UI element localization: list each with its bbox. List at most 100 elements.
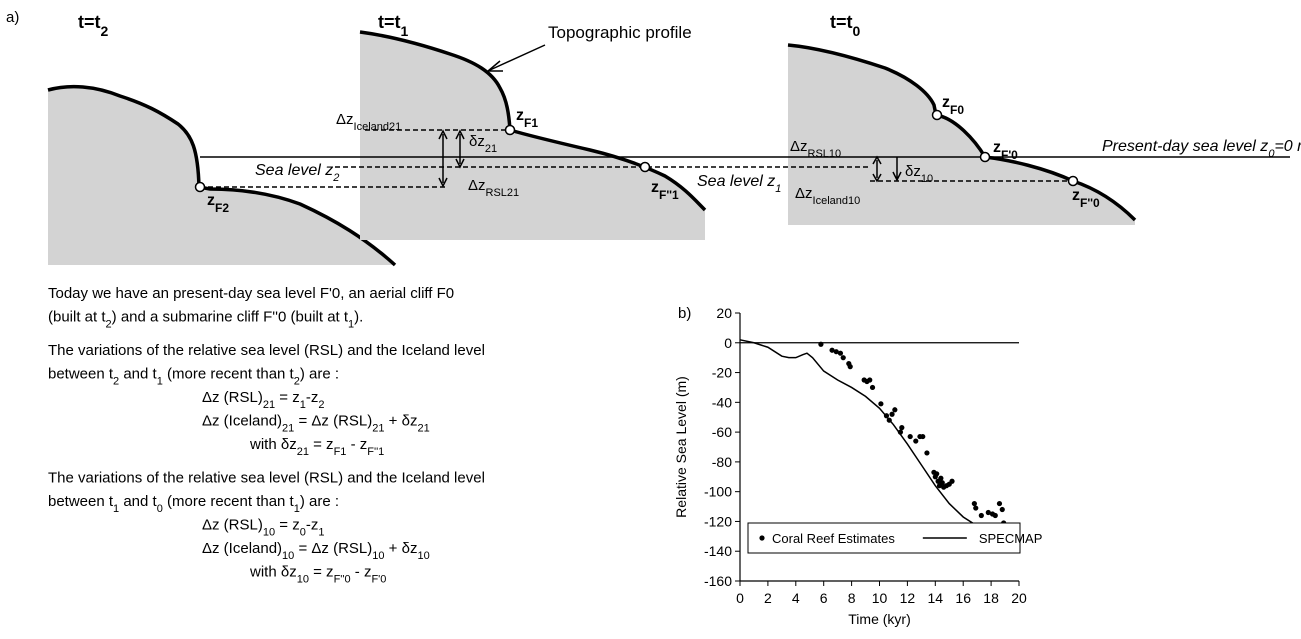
subscript: 2 — [113, 376, 119, 388]
subscript: F2 — [215, 201, 229, 215]
text-segment: z — [207, 192, 215, 209]
text-line: Δz (RSL)21 = z1-z2 — [202, 389, 324, 411]
text-line: The variations of the relative sea level… — [48, 470, 485, 487]
text-segment: t=t — [378, 12, 401, 32]
subscript: 21 — [282, 423, 294, 435]
annotation: Topographic profile — [548, 23, 692, 42]
panel-label: a) — [6, 9, 19, 26]
subscript: Iceland10 — [813, 195, 861, 207]
y-axis-label: Relative Sea Level (m) — [673, 376, 689, 518]
data-point — [907, 433, 913, 440]
subscript: 1 — [348, 319, 354, 331]
subscript: F1 — [334, 446, 347, 458]
data-point — [924, 450, 930, 456]
cliff-label: zF'0 — [993, 139, 1018, 162]
text-segment: δz — [905, 163, 921, 180]
text-segment: = z — [275, 517, 300, 534]
text-line: Δz (Iceland)10 = Δz (RSL)10 + δz10 — [202, 540, 430, 562]
data-point — [833, 349, 839, 355]
y-tick-label: -120 — [704, 513, 732, 529]
y-tick-label: -80 — [712, 454, 732, 470]
text-segment: (more recent than t — [163, 493, 295, 510]
text-segment: ) are : — [300, 366, 339, 383]
subscript: 2 — [294, 376, 300, 388]
sea-level-label: Sea level z1 — [697, 173, 781, 195]
variation-label: ΔzRSL21 — [468, 177, 519, 199]
subscript: 21 — [485, 143, 497, 155]
subscript: F'0 — [371, 574, 386, 586]
cliff-label: zF''1 — [651, 179, 679, 202]
variation-label: ΔzIceland21 — [336, 111, 401, 133]
text-segment: between t — [48, 493, 114, 510]
x-tick-label: 0 — [736, 590, 744, 606]
data-point — [996, 500, 1003, 507]
terrain-t1 — [360, 32, 705, 240]
cliff-point — [1067, 175, 1079, 187]
data-point — [992, 512, 998, 519]
cliff-point — [194, 181, 206, 193]
subscript: 1 — [775, 183, 781, 195]
text-segment: z — [942, 94, 950, 111]
data-point — [920, 433, 926, 440]
y-tick-label: -160 — [704, 573, 732, 589]
subscript: 0 — [853, 23, 861, 39]
x-tick-label: 8 — [848, 590, 856, 606]
text-segment: Present-day sea level z — [1102, 138, 1268, 155]
data-line — [739, 339, 1020, 530]
text-segment: Δz (RSL) — [202, 517, 263, 534]
data-point — [878, 401, 884, 407]
data-point — [939, 480, 945, 486]
data-point — [938, 475, 944, 481]
text-segment: + δz — [385, 413, 418, 430]
data-point — [949, 478, 955, 484]
text-line: The variations of the relative sea level… — [48, 342, 485, 359]
subscript: 1 — [294, 503, 300, 515]
text-segment: Sea level z — [697, 173, 775, 190]
text-line: with δz21 = zF1 - zF''1 — [249, 436, 384, 458]
y-tick-label: 0 — [724, 335, 732, 351]
subscript: F0 — [950, 103, 964, 117]
cliff-label: zF2 — [207, 192, 229, 215]
text-segment: = z — [309, 436, 334, 453]
x-axis-label: Time (kyr) — [848, 611, 910, 627]
text-segment: Δz — [795, 185, 813, 202]
arrow — [438, 129, 448, 188]
subscript: 2 — [101, 23, 109, 39]
data-point — [971, 500, 977, 507]
subscript: RSL10 — [808, 148, 842, 160]
legend-label: Coral Reef Estimates — [772, 531, 895, 546]
text-segment: t=t — [830, 12, 853, 32]
x-tick-label: 16 — [955, 590, 971, 606]
subscript: 2 — [106, 319, 112, 331]
text-segment: Δz (Iceland) — [202, 540, 282, 557]
text-segment: Δz — [790, 138, 808, 155]
text-segment: Sea level z — [255, 162, 333, 179]
data-point — [985, 509, 991, 516]
panel-label: b) — [678, 305, 691, 322]
text-segment: -z — [306, 389, 319, 406]
data-point — [973, 505, 979, 511]
text-segment: Δz (RSL) — [202, 389, 263, 406]
text-segment: δz — [469, 133, 485, 150]
text-segment: ). — [354, 309, 363, 326]
x-tick-label: 10 — [872, 590, 888, 606]
subscript: F''0 — [1080, 196, 1100, 210]
terrain-t0 — [788, 45, 1135, 225]
text-segment: = Δz (RSL) — [294, 413, 372, 430]
legend-marker — [759, 535, 765, 541]
subscript: 0 — [1268, 148, 1275, 160]
annotation-arrow — [485, 44, 546, 72]
text-segment: = z — [309, 564, 334, 581]
arrow — [455, 129, 465, 169]
x-tick-label: 4 — [792, 590, 800, 606]
data-point — [913, 438, 919, 444]
data-point — [818, 341, 824, 347]
sea-level-label: Sea level z2 — [255, 162, 339, 184]
data-point — [899, 425, 905, 431]
text-segment: z — [651, 179, 659, 196]
cliff-label: zF''0 — [1072, 187, 1100, 210]
text-segment: ) and a submarine cliff F''0 (built at t — [112, 309, 349, 326]
text-segment: with δz — [249, 436, 297, 453]
subscript: F''1 — [659, 188, 679, 202]
text-segment: and t — [119, 366, 157, 383]
